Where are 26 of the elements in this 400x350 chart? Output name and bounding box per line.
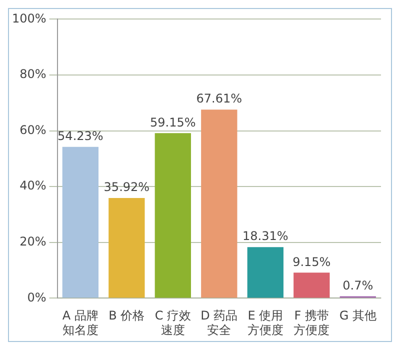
y-tick-label: 0% [27,290,46,304]
data-label: 0.7% [342,278,374,292]
bar [247,247,284,298]
x-tick-label: A 品牌知名度 [62,308,98,337]
data-label: 18.31% [242,229,288,244]
y-tick-label: 60% [20,122,46,137]
bar [201,110,238,298]
data-label: 67.61% [196,92,242,106]
bar [108,198,145,298]
x-tick-label: C 疗效速度 [154,308,192,337]
x-tick-label: E 使用方便度 [247,308,284,337]
y-tick-label: 40% [20,178,46,193]
data-label: 9.15% [292,254,331,269]
x-tick-label: G 其他 [339,308,376,323]
y-tick-label: 100% [12,11,46,26]
x-tick-label: D 药品安全 [200,308,238,337]
bar [62,146,99,298]
bar [154,133,191,298]
data-label: 59.15% [150,115,196,130]
x-tick-label: F 携带方便度 [294,308,330,337]
y-tick-label: 80% [20,67,46,82]
data-label: 35.92% [104,180,150,194]
bar [294,272,330,298]
x-tick-label: B 价格 [108,308,145,323]
y-tick-label: 20% [20,234,46,249]
data-label: 54.23% [58,129,104,144]
